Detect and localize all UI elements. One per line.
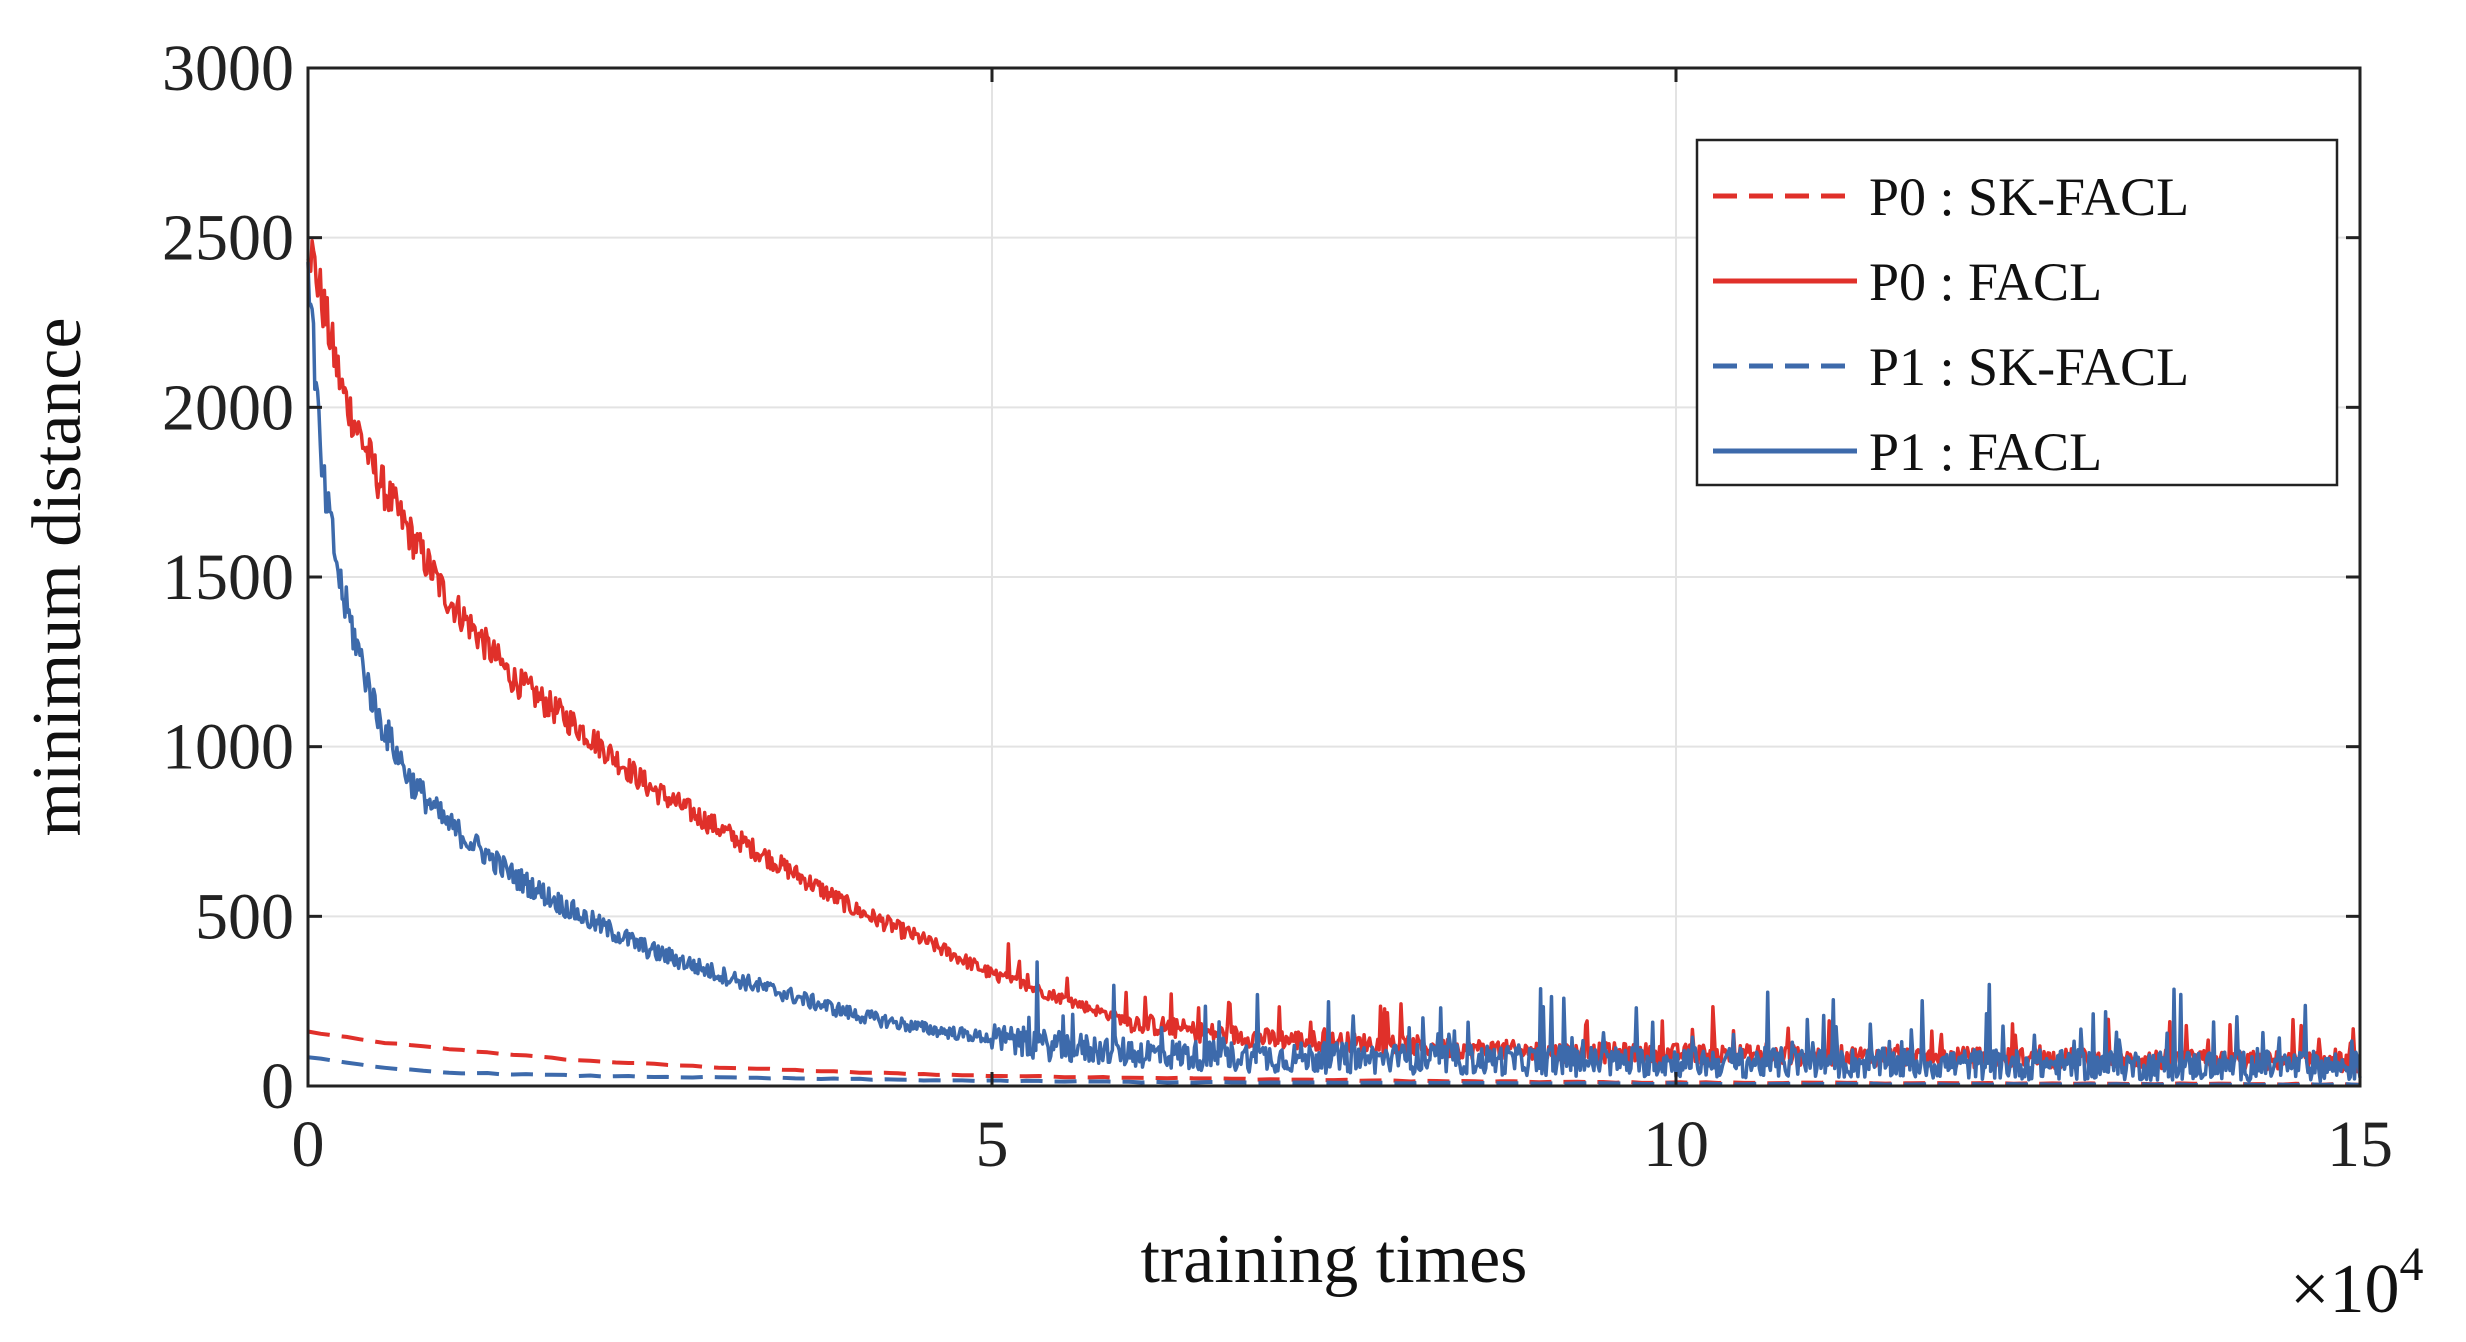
x-tick-label: 10 [1643, 1108, 1709, 1181]
x-axis-multiplier: ×104 [2290, 1238, 2423, 1328]
y-tick-label: 2500 [162, 202, 294, 275]
y-tick-label: 3000 [162, 32, 294, 105]
legend-label: P1 : SK-FACL [1869, 337, 2189, 397]
series-line-p1-facl [306, 262, 2362, 1084]
y-tick-label: 500 [195, 880, 294, 953]
y-tick-label: 0 [261, 1050, 294, 1123]
x-tick-label: 15 [2327, 1108, 2393, 1181]
x-axis-multiplier-exponent: 4 [2399, 1238, 2423, 1291]
x-axis-multiplier-base: ×10 [2290, 1251, 2399, 1328]
x-axis-title: training times [1141, 1221, 1528, 1298]
x-tick-label: 0 [292, 1108, 325, 1181]
series-group [306, 238, 2362, 1088]
series-line-p1-sk-facl [307, 1055, 2361, 1088]
x-tick-label: 5 [976, 1108, 1009, 1181]
legend-label: P1 : FACL [1869, 422, 2102, 482]
axis-ticks: 0 5 10 15 0 500 1000 1500 2000 2500 3000 [162, 32, 2393, 1181]
legend: P0 : SK-FACL P0 : FACL P1 : SK-FACL P1 : FA… [1695, 138, 2339, 487]
legend-label: P0 : SK-FACL [1869, 167, 2189, 227]
y-tick-label: 1000 [162, 711, 294, 784]
y-tick-label: 1500 [162, 541, 294, 614]
y-tick-label: 2000 [162, 371, 294, 444]
y-axis-title: minimum distance [19, 317, 96, 836]
legend-label: P0 : FACL [1869, 252, 2102, 312]
